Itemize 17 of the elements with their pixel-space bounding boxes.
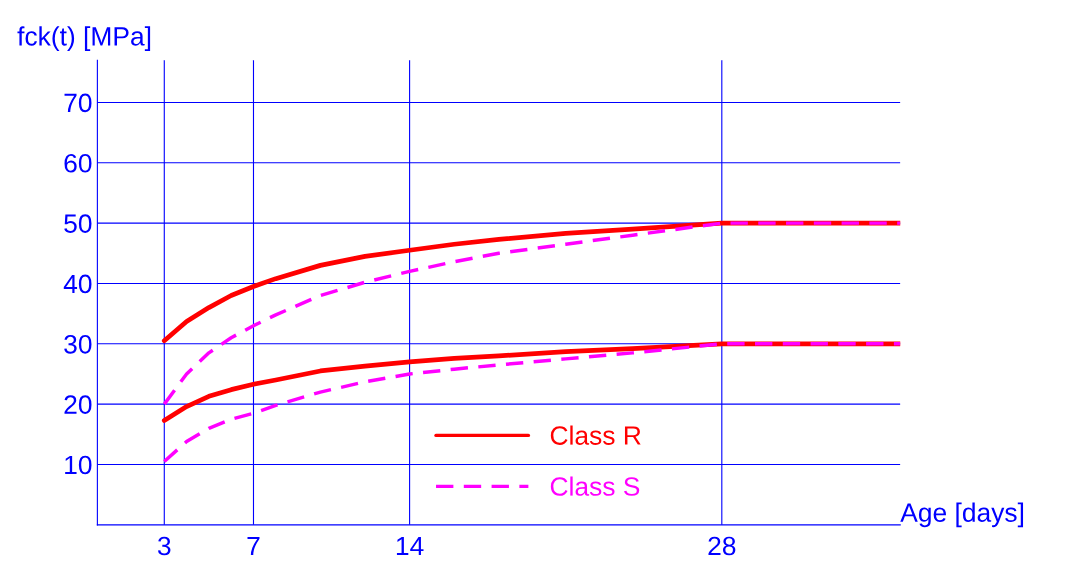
legend-label: Class R bbox=[550, 425, 641, 445]
y-tick-label: 30 bbox=[64, 334, 92, 354]
y-tick-label: 70 bbox=[64, 93, 92, 113]
legend-label: Class S bbox=[550, 476, 640, 496]
y-tick-label: 50 bbox=[64, 214, 92, 233]
y-tick-label: 60 bbox=[64, 153, 92, 173]
line-series bbox=[162, 342, 901, 464]
x-axis-title: Age [days] bbox=[900, 502, 1024, 528]
x-tick-label: 7 bbox=[247, 536, 260, 556]
x-tick-label: 3 bbox=[157, 536, 171, 556]
x-tick-label: 28 bbox=[708, 536, 736, 556]
y-tick-label: 40 bbox=[63, 274, 92, 294]
x-tick-label: 14 bbox=[396, 536, 424, 556]
y-tick-label: 10 bbox=[65, 455, 92, 475]
y-tick-label: 20 bbox=[64, 395, 92, 414]
y-axis-title: fck(t) [MPa] bbox=[17, 26, 151, 51]
line-series bbox=[162, 221, 901, 406]
